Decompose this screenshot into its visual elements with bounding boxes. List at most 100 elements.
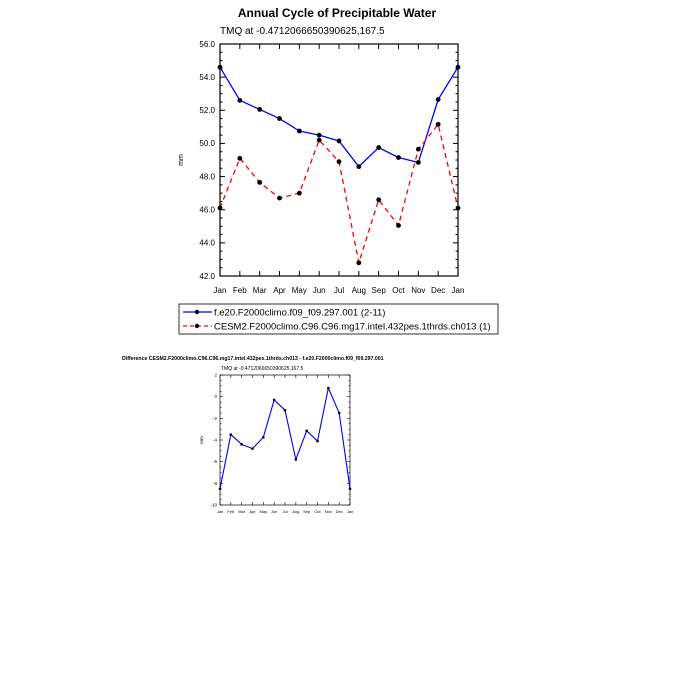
c2-ytick-label: 2 <box>214 373 217 378</box>
c1-series-1-point <box>376 145 382 150</box>
c2-ytick-label: -8 <box>213 481 217 486</box>
c2-xtick-label: Jun <box>271 509 277 514</box>
c1-series-1-point <box>277 116 282 121</box>
chart1-subtitle: TMQ at -0.4712066650390625,167.5 <box>220 26 385 37</box>
c2-xtick-label: Nov <box>325 509 332 514</box>
c2-series-1-point <box>337 411 341 415</box>
c2-series-1-point <box>348 487 352 491</box>
c1-series-1-point <box>396 155 401 160</box>
c1-series-2-point <box>455 205 461 211</box>
c1-ytick-label: 56.0 <box>199 40 215 49</box>
c2-series-1-point <box>240 443 243 446</box>
c1-series-1-point <box>316 132 322 138</box>
c1-xtick-label: Aug <box>352 286 366 295</box>
c2-series-1-line <box>219 387 351 489</box>
c2-series-1-point <box>218 487 222 491</box>
c2-series-1-point <box>251 447 254 450</box>
c1-xtick-label: Nov <box>411 286 425 295</box>
c2-series-1-point <box>294 458 298 461</box>
c2-xtick-label: Sep <box>303 509 311 514</box>
c2-series-1-point <box>283 408 287 412</box>
c2-xtick-label: Aug <box>292 509 299 514</box>
c1-ytick-label: 52.0 <box>199 106 215 115</box>
c2-ytick-label: -10 <box>210 503 217 508</box>
c1-series-1-point <box>435 97 441 102</box>
c1-series-1-line <box>219 66 459 168</box>
c1-xtick-label: Dec <box>431 286 445 295</box>
c1-series-2-point <box>415 146 421 152</box>
c1-series-2-point <box>217 205 223 211</box>
chart1-legend: f.e20.F2000climo.f09_f09.297.001 (2-11) … <box>178 303 499 335</box>
c1-series-2-point <box>336 159 342 165</box>
c1-xtick-label: Jan <box>214 286 227 295</box>
c1-xtick-label: Feb <box>233 286 247 295</box>
c1-xtick-label: Jul <box>334 286 344 295</box>
c2-xtick-label: May <box>260 509 268 514</box>
c2-series-1-point <box>316 439 319 443</box>
legend-label-1: f.e20.F2000climo.f09_f09.297.001 (2-11) <box>214 308 385 319</box>
c1-ytick-label: 48.0 <box>199 172 215 181</box>
c1-ytick-label: 42.0 <box>199 272 215 281</box>
c1-series-2-line <box>219 123 459 264</box>
c2-plot-frame <box>219 374 351 506</box>
c1-series-1-point <box>356 164 362 170</box>
c1-ytick-label: 50.0 <box>199 139 215 148</box>
c1-xtick-label: Mar <box>253 286 267 295</box>
c1-xtick-label: May <box>292 286 307 295</box>
c1-series-1-point <box>455 64 461 70</box>
c2-xtick-label: Apr <box>249 509 256 514</box>
c1-series-2-point <box>356 260 362 266</box>
chart1-ylabel: mm <box>178 154 185 166</box>
c2-xtick-label: Jul <box>282 509 287 514</box>
c1-series-2-point <box>257 179 263 185</box>
c2-series-1-point <box>305 429 308 433</box>
c1-series-2-point <box>277 195 282 201</box>
legend-swatch-marker-1 <box>194 309 200 315</box>
c2-ytick-label: -4 <box>213 438 217 443</box>
c1-series-1-point <box>296 128 302 134</box>
c2-xtick-label: Dec <box>336 509 343 514</box>
c1-xtick-label: Jan <box>452 286 465 295</box>
c1-series-1-point <box>415 160 421 165</box>
c1-series-2-point <box>376 197 382 203</box>
c1-xtick-label: Jun <box>313 286 326 295</box>
annual-cycle-chart: Annual Cycle of Precipitable Water TMQ a… <box>178 6 499 335</box>
c2-series-1-point <box>229 433 233 436</box>
c2-ytick-label: 0 <box>214 394 217 399</box>
c1-series-1-point <box>336 138 342 144</box>
c1-series-1-point <box>217 64 223 70</box>
c1-ytick-label: 46.0 <box>199 206 215 215</box>
c2-ytick-label: -6 <box>213 459 217 464</box>
c2-xtick-label: Feb <box>227 509 235 514</box>
c1-xtick-label: Oct <box>392 286 405 295</box>
c2-xtick-label: Jan <box>217 509 223 514</box>
c2-xtick-label: Mar <box>238 509 246 514</box>
c1-series-2-point <box>396 223 401 228</box>
legend-box <box>178 303 499 335</box>
c1-series-1-point <box>257 107 263 112</box>
c2-xtick-label: Oct <box>314 509 321 514</box>
chart1-title: Annual Cycle of Precipitable Water <box>238 6 437 20</box>
c2-series-1-point <box>272 398 276 402</box>
c1-xtick-label: Sep <box>372 286 387 295</box>
c2-series-1-point <box>327 386 330 390</box>
chart2-subtitle: TMQ at -0.4712066650390625,167.5 <box>221 366 304 372</box>
c1-series-2-point <box>435 121 441 127</box>
c2-series-1-point <box>262 435 265 439</box>
c1-series-2-point <box>316 137 322 143</box>
chart2-title: Difference CESM2.F2000climo.C96.C96.mg17… <box>122 356 384 362</box>
c1-ytick-label: 54.0 <box>199 73 215 82</box>
c2-ytick-label: -2 <box>213 416 217 421</box>
c2-xtick-label: Jan <box>347 509 353 514</box>
legend-label-2: CESM2.F2000climo.C96.C96.mg17.intel.432p… <box>214 322 491 333</box>
c1-xtick-label: Apr <box>273 286 286 295</box>
chart2-ylabel: mm <box>199 436 204 444</box>
c1-ytick-label: 44.0 <box>199 239 215 248</box>
c1-series-2-point <box>296 190 302 196</box>
c1-series-2-point <box>237 155 243 161</box>
legend-swatch-marker-2 <box>194 323 200 329</box>
difference-chart: Difference CESM2.F2000climo.C96.C96.mg17… <box>122 356 384 514</box>
c1-series-1-point <box>237 97 243 103</box>
